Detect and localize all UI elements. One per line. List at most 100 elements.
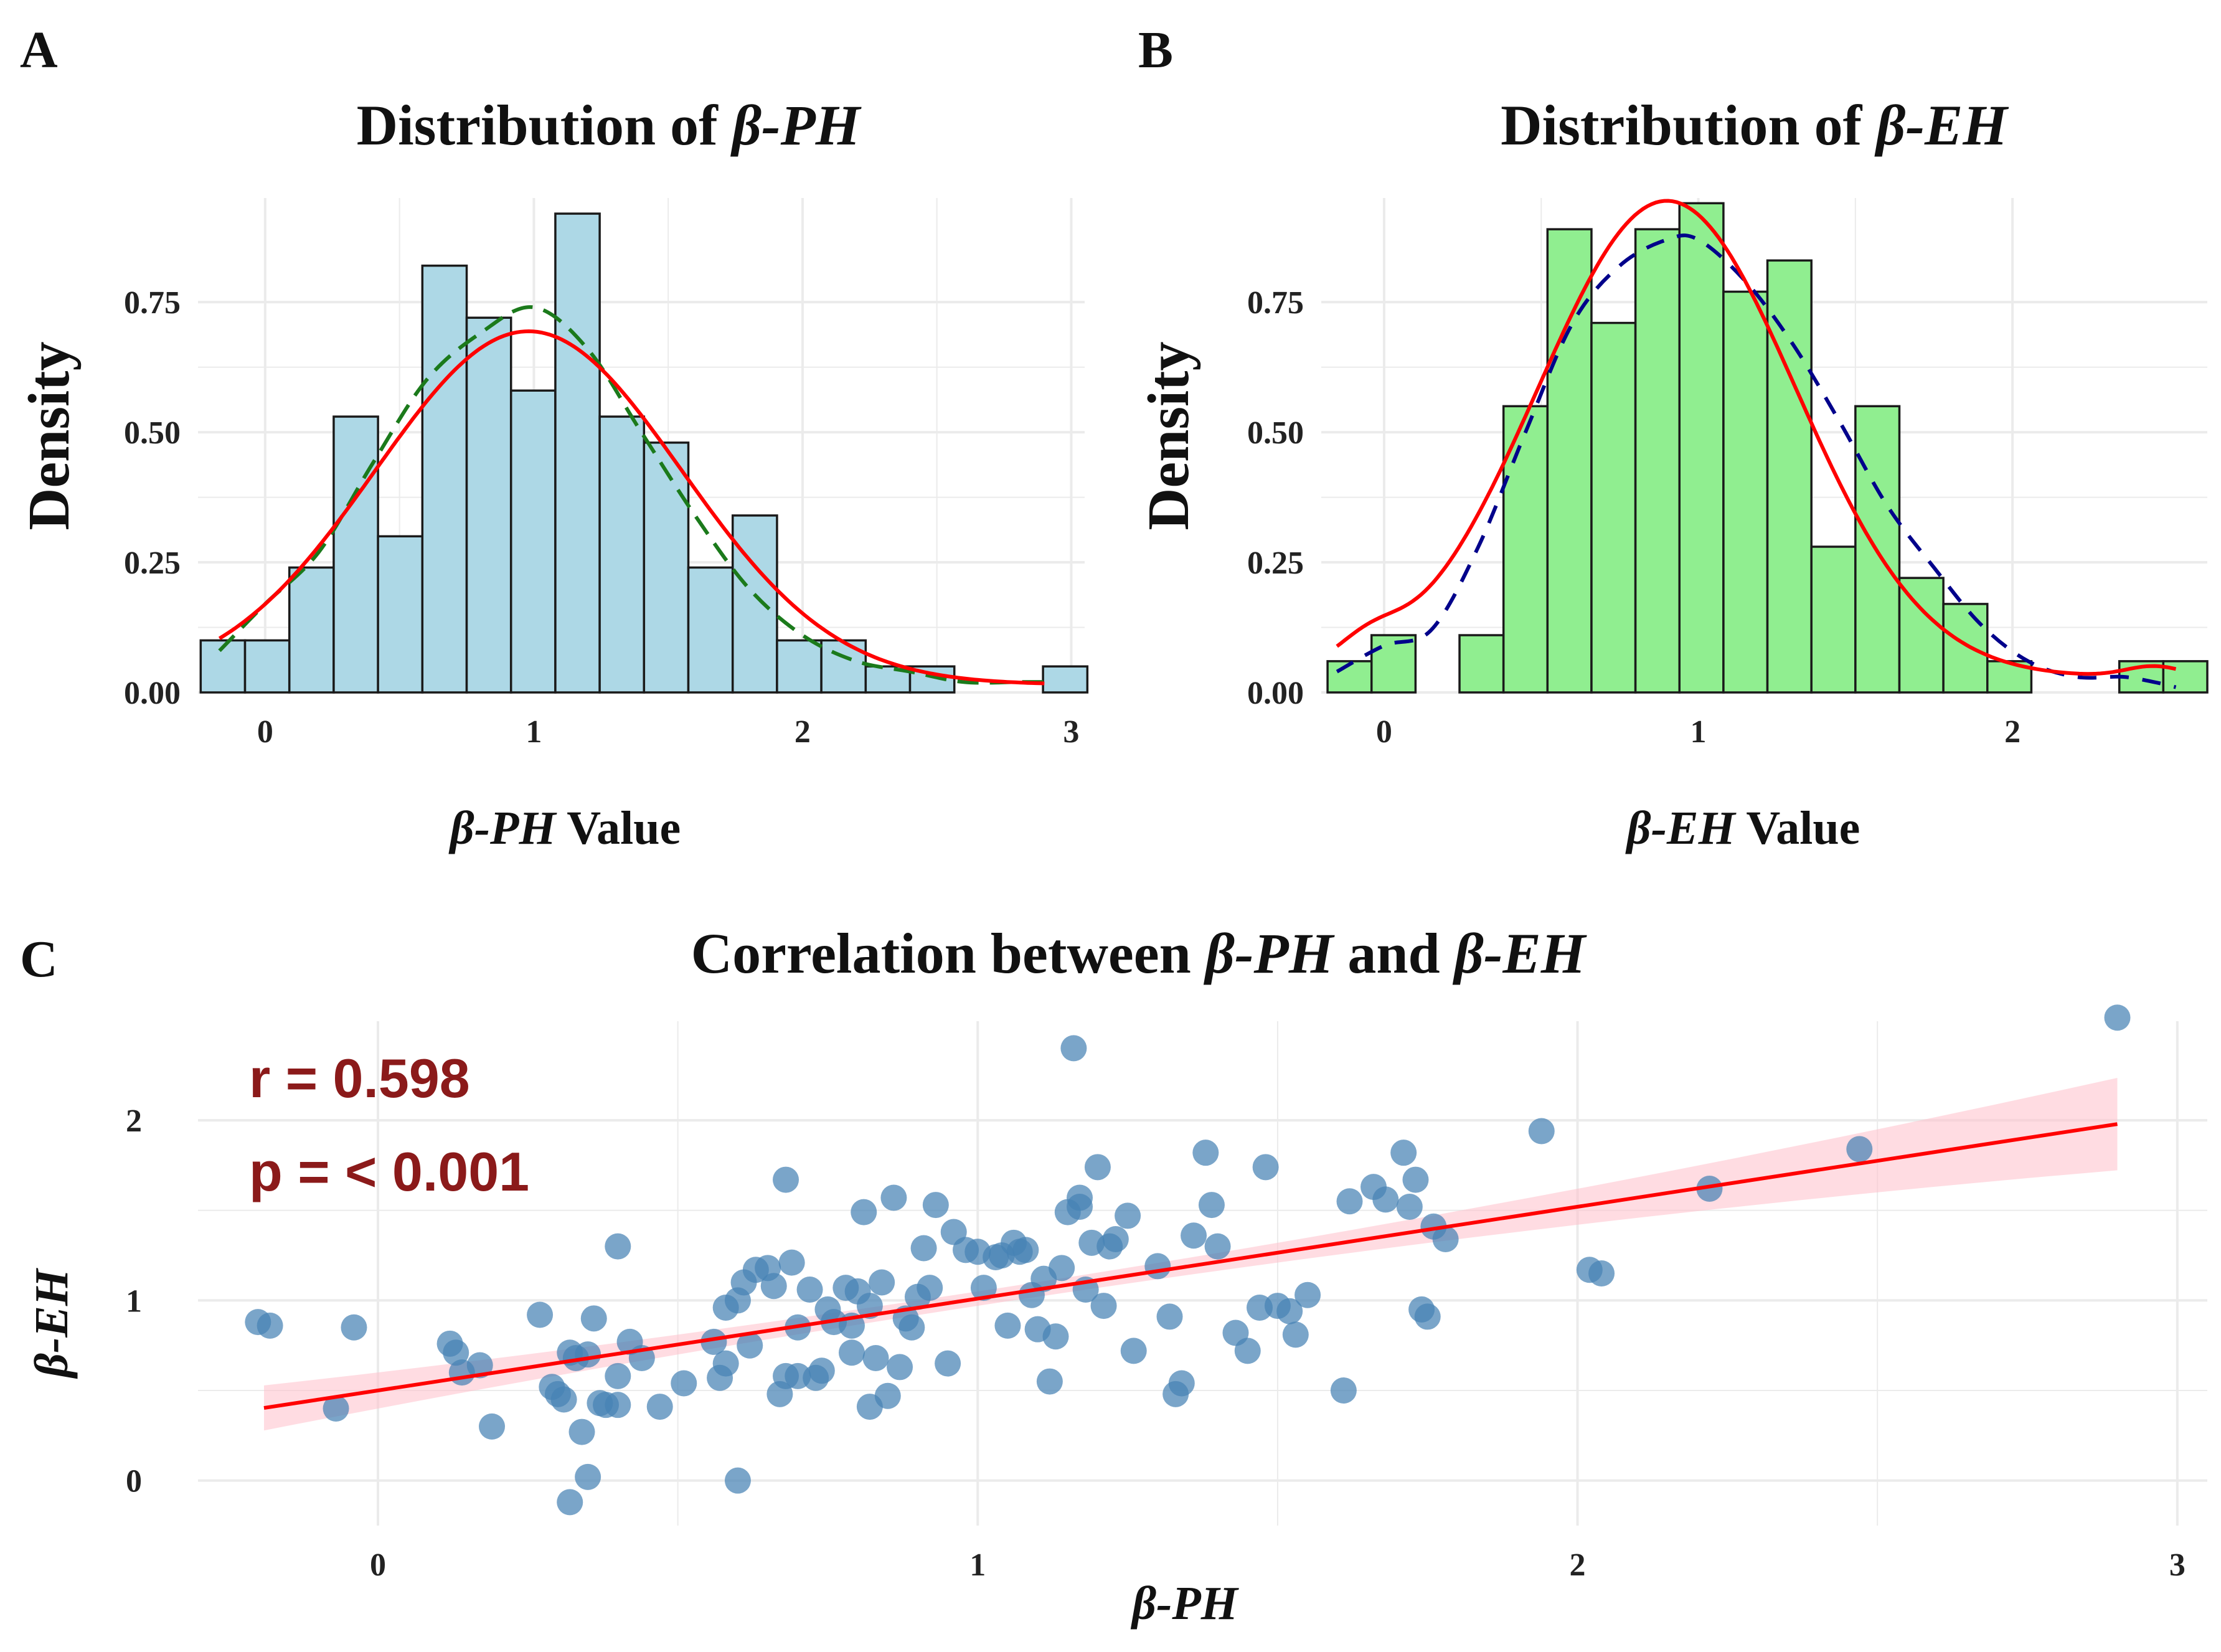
y-tick-label: 0.50 bbox=[124, 415, 181, 451]
x-tick-label: 2 bbox=[1570, 1547, 1586, 1583]
y-tick-label: 2 bbox=[126, 1103, 142, 1139]
histogram-bar bbox=[465, 316, 512, 694]
scatter-point bbox=[2104, 1004, 2131, 1031]
scatter-point bbox=[1012, 1237, 1039, 1263]
scatter-point bbox=[1198, 1192, 1225, 1219]
scatter-point bbox=[808, 1357, 835, 1384]
kernel-density-curve bbox=[1336, 234, 2177, 689]
scatter-point bbox=[970, 1275, 997, 1301]
panel-c-grid bbox=[198, 1021, 2207, 1526]
scatter-point bbox=[917, 1275, 943, 1301]
scatter-point bbox=[1588, 1260, 1615, 1286]
scatter-point bbox=[605, 1392, 631, 1418]
panel-a-ticks: 0 1 2 3 0.00 0.25 0.50 0.75 bbox=[124, 285, 1079, 750]
panel-b-y-axis-label: Density bbox=[1136, 342, 1201, 531]
correlation-p-annotation: p = < 0.001 bbox=[249, 1141, 529, 1202]
scatter-point bbox=[1067, 1184, 1093, 1211]
scatter-point bbox=[1192, 1140, 1219, 1166]
y-tick-label: 0 bbox=[126, 1464, 142, 1499]
scatter-point bbox=[898, 1314, 925, 1341]
scatter-point bbox=[1120, 1338, 1147, 1364]
histogram-bar bbox=[1942, 603, 1989, 694]
histogram-bar bbox=[1810, 545, 1857, 694]
histogram-bar bbox=[421, 264, 468, 694]
histogram-bar bbox=[377, 535, 424, 694]
regression-line bbox=[263, 1122, 2118, 1410]
histogram-bar bbox=[1766, 259, 1813, 694]
y-tick-label: 0.75 bbox=[1247, 285, 1304, 321]
scatter-point bbox=[880, 1184, 907, 1211]
panel-b-x-axis-label: β-EH Value bbox=[1625, 802, 1860, 854]
scatter-point bbox=[1432, 1226, 1459, 1253]
scatter-point bbox=[922, 1192, 949, 1219]
scatter-point bbox=[1144, 1253, 1171, 1280]
scatter-point bbox=[1042, 1323, 1069, 1350]
scatter-point bbox=[341, 1314, 367, 1341]
histogram-bar bbox=[1042, 665, 1089, 694]
histogram-bar bbox=[1898, 577, 1945, 694]
panel-b: B Distribution of β-EH 0 1 2 0.00 0.25 0.50 0.… bbox=[1136, 21, 2209, 854]
histogram-bar bbox=[1590, 321, 1637, 694]
scatter-point bbox=[994, 1312, 1021, 1339]
panel-c: C Correlation between β-PH and β-EH 0 1 2 3… bbox=[20, 922, 2207, 1630]
scatter-point bbox=[1084, 1154, 1111, 1181]
scatter-point bbox=[700, 1328, 727, 1355]
histogram-bar bbox=[288, 566, 335, 694]
histogram-bar bbox=[1458, 634, 1505, 694]
x-tick-label: 3 bbox=[2169, 1547, 2186, 1583]
panel-b-letter: B bbox=[1138, 21, 1173, 79]
y-tick-label: 0.25 bbox=[124, 545, 181, 581]
histogram-bar bbox=[1370, 634, 1417, 694]
histogram-bar bbox=[1678, 202, 1725, 694]
histogram-bar bbox=[554, 212, 601, 694]
x-tick-label: 2 bbox=[2004, 714, 2021, 750]
scatter-point bbox=[724, 1467, 751, 1494]
y-tick-label: 0.25 bbox=[1247, 545, 1304, 581]
y-tick-label: 0.50 bbox=[1247, 415, 1304, 451]
panel-c-letter: C bbox=[20, 930, 58, 988]
panel-a-title: Distribution of β-PH bbox=[357, 93, 862, 157]
panel-c-points bbox=[245, 1004, 2131, 1516]
scatter-point bbox=[1204, 1233, 1231, 1260]
scatter-point bbox=[862, 1344, 889, 1371]
scatter-point bbox=[1414, 1303, 1441, 1330]
scatter-point bbox=[557, 1489, 583, 1516]
scatter-point bbox=[1390, 1140, 1417, 1166]
scatter-point bbox=[1252, 1154, 1279, 1181]
panel-b-title: Distribution of β-EH bbox=[1501, 93, 2009, 157]
histogram-bar bbox=[1634, 228, 1681, 694]
scatter-point bbox=[1294, 1281, 1321, 1308]
scatter-point bbox=[550, 1386, 577, 1413]
panel-c-title: Correlation between β-PH and β-EH bbox=[691, 922, 1587, 985]
scatter-point bbox=[1396, 1193, 1423, 1220]
x-tick-label: 0 bbox=[370, 1547, 386, 1583]
scatter-point bbox=[1060, 1035, 1087, 1062]
scatter-point bbox=[874, 1382, 901, 1409]
scatter-point bbox=[646, 1394, 673, 1420]
x-tick-label: 1 bbox=[526, 714, 542, 750]
scatter-point bbox=[527, 1301, 554, 1328]
scatter-point bbox=[910, 1235, 937, 1262]
scatter-point bbox=[580, 1305, 607, 1332]
scatter-point bbox=[1696, 1176, 1723, 1202]
scatter-point bbox=[605, 1362, 631, 1389]
scatter-point bbox=[575, 1463, 601, 1490]
histogram-bar bbox=[509, 389, 557, 694]
histogram-bar bbox=[1546, 228, 1593, 694]
scatter-point bbox=[1115, 1202, 1141, 1229]
panel-c-regression bbox=[263, 1122, 2118, 1410]
correlation-r-annotation: r = 0.598 bbox=[249, 1047, 470, 1109]
scatter-point bbox=[838, 1339, 865, 1366]
histogram-bar bbox=[243, 639, 291, 694]
panel-a-bars bbox=[199, 212, 1089, 694]
scatter-point bbox=[671, 1370, 697, 1397]
scatter-point bbox=[1049, 1255, 1075, 1281]
scatter-point bbox=[1181, 1222, 1207, 1249]
x-tick-label: 3 bbox=[1063, 714, 1079, 750]
scatter-point bbox=[1528, 1118, 1555, 1145]
panel-a: A Distribution of β-PH 0 1 2 30.000.250.500… bbox=[17, 21, 1089, 854]
scatter-point bbox=[568, 1418, 595, 1445]
scatter-point bbox=[1234, 1338, 1261, 1364]
y-tick-label: 0.00 bbox=[124, 676, 181, 711]
